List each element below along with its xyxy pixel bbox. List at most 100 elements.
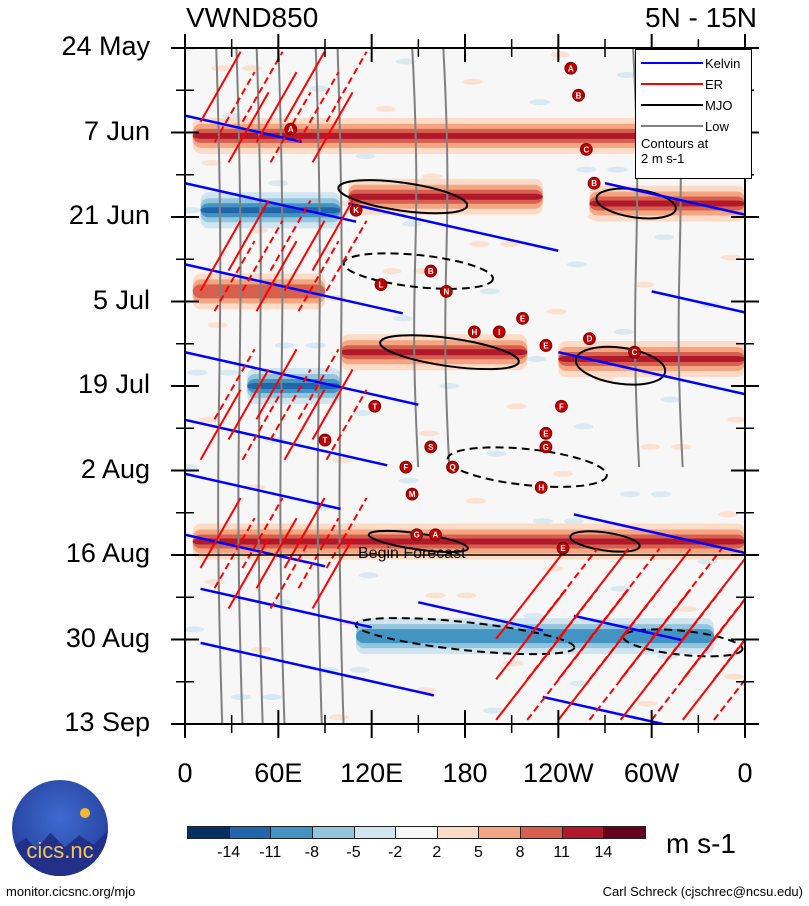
y-tick-label: 16 Aug bbox=[65, 538, 150, 568]
er-contour bbox=[213, 240, 256, 312]
tropical-cyclone-icon: B bbox=[424, 264, 438, 278]
er-contour bbox=[526, 629, 599, 721]
er-contour bbox=[495, 548, 567, 640]
colorbar-swatch bbox=[270, 826, 313, 839]
cicsnc-logo: cics.nc bbox=[12, 780, 108, 876]
mjo-contour bbox=[622, 628, 744, 658]
tropical-cyclone-icon: F bbox=[555, 399, 568, 413]
mjo-line-swatch bbox=[641, 104, 703, 106]
shading-patch bbox=[218, 369, 239, 376]
mjo-contour bbox=[379, 334, 520, 371]
er-contour bbox=[255, 517, 298, 589]
shading-patch bbox=[506, 403, 527, 410]
shading-patch bbox=[305, 342, 326, 349]
kelvin-contour bbox=[200, 641, 435, 697]
anomaly-band bbox=[348, 193, 543, 200]
shading-patch bbox=[399, 477, 419, 484]
y-tick-label: 5 Jul bbox=[92, 284, 150, 315]
er-contour bbox=[588, 629, 661, 721]
tropical-cyclone-icon: E bbox=[516, 311, 529, 325]
shading-patch bbox=[375, 105, 396, 112]
shading-patch bbox=[241, 65, 262, 72]
er-contour bbox=[557, 629, 630, 721]
shading-patch bbox=[355, 153, 376, 160]
colorbar-swatch bbox=[478, 826, 522, 839]
shading-patch bbox=[613, 328, 634, 335]
shading-patch bbox=[567, 261, 587, 268]
y-tick-label: 30 Aug bbox=[65, 622, 150, 653]
er-contour bbox=[269, 200, 312, 272]
cyclone-label: S bbox=[428, 443, 434, 452]
chart-title: VWND850 bbox=[186, 2, 319, 33]
er-line-swatch bbox=[641, 83, 703, 85]
legend-item-mjo: MJO bbox=[641, 98, 732, 113]
er-contour bbox=[199, 220, 242, 292]
tropical-cyclone-icon: G bbox=[539, 440, 553, 454]
tropical-cyclone-icon: L bbox=[374, 278, 388, 292]
shading-patch bbox=[439, 383, 460, 389]
colorbar-label: 2 bbox=[432, 844, 442, 861]
shading-patch bbox=[419, 430, 440, 437]
tropical-cyclone-icon: H bbox=[534, 480, 548, 494]
shading-patch bbox=[456, 592, 477, 599]
x-tick-label: 60W bbox=[623, 758, 680, 788]
shading-patch bbox=[607, 166, 628, 173]
er-contour bbox=[213, 517, 256, 589]
er-contour bbox=[241, 389, 284, 461]
er-contour bbox=[283, 220, 326, 292]
colorbar-swatch bbox=[520, 826, 563, 839]
er-contour bbox=[325, 220, 368, 292]
shading-patch bbox=[358, 572, 379, 579]
shading-patch bbox=[677, 606, 698, 613]
er-contour bbox=[199, 389, 242, 461]
tropical-cyclone-icon: Q bbox=[446, 460, 459, 474]
logo-text: cics.nc bbox=[26, 838, 94, 863]
tropical-cyclone-icon: B bbox=[587, 176, 601, 190]
cyclone-label: C bbox=[583, 145, 589, 154]
er-contour bbox=[283, 389, 326, 461]
tropical-cyclone-icon: F bbox=[399, 460, 413, 474]
shading-patch bbox=[201, 159, 222, 166]
low-contour bbox=[277, 48, 286, 724]
y-tick-label: 7 Jun bbox=[83, 115, 150, 146]
colorbar-units: m s-1 bbox=[666, 828, 736, 859]
er-contour bbox=[325, 51, 368, 123]
colorbar-swatch bbox=[228, 826, 272, 839]
tropical-cyclone-icon: C bbox=[579, 142, 593, 156]
shading-patch bbox=[619, 491, 640, 498]
er-contour bbox=[297, 240, 340, 312]
shading-patch bbox=[724, 673, 745, 680]
website-link[interactable]: monitor.cicsnc.org/mjo bbox=[6, 884, 136, 899]
shading-patch bbox=[563, 518, 584, 525]
er-contour bbox=[213, 71, 256, 143]
legend-item-low: Low bbox=[641, 119, 729, 134]
tropical-cyclone-icon: N bbox=[439, 284, 453, 298]
tropical-cyclone-icon: B bbox=[572, 88, 585, 102]
shading-patch bbox=[465, 497, 486, 504]
legend-item-er: ER bbox=[641, 77, 723, 92]
mjo-contour bbox=[337, 179, 469, 215]
anomaly-band bbox=[589, 200, 745, 207]
shading-patch bbox=[529, 99, 550, 106]
mjo-contour bbox=[574, 345, 667, 386]
low-contour bbox=[442, 48, 451, 468]
note-line: 2 m s-1 bbox=[641, 151, 685, 166]
colorbar-swatch bbox=[395, 826, 438, 839]
er-contour bbox=[311, 369, 354, 441]
contour-interval-note: Contours at 2 m s-1 bbox=[641, 136, 708, 166]
er-contour bbox=[297, 348, 340, 420]
shading-patch bbox=[479, 288, 500, 295]
cyclone-label: T bbox=[372, 402, 377, 411]
tropical-cyclone-icon: E bbox=[556, 541, 570, 555]
shading-patch bbox=[274, 342, 295, 349]
shading-patch bbox=[469, 241, 489, 248]
colorbar-label: -2 bbox=[388, 844, 403, 861]
x-tick-label: 120E bbox=[340, 758, 404, 788]
shading-patch bbox=[204, 579, 225, 586]
y-tick-label: 19 Jul bbox=[77, 369, 150, 399]
tropical-cyclone-icon: A bbox=[284, 122, 298, 136]
mjo-contour bbox=[569, 530, 641, 553]
tropical-cyclone-icon: D bbox=[583, 332, 596, 346]
legend: Kelvin ER MJO Low Contours at 2 m s-1 bbox=[635, 49, 752, 179]
shading-patch bbox=[593, 376, 614, 383]
